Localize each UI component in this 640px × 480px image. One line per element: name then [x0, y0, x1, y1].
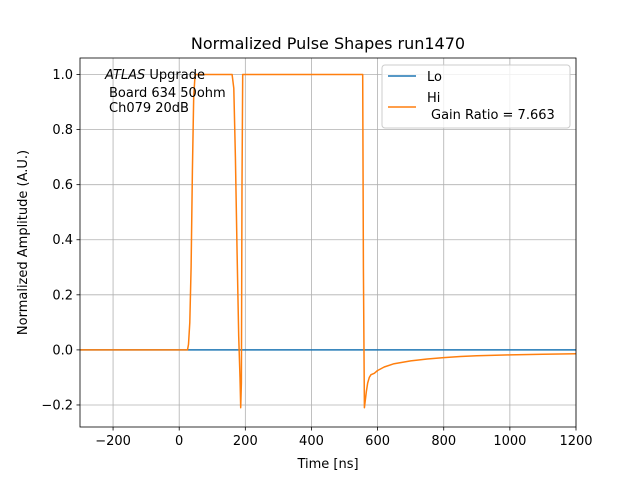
- chart-title: Normalized Pulse Shapes run1470: [191, 34, 465, 53]
- x-tick-label: 200: [233, 434, 258, 449]
- legend-label-lo: Lo: [427, 70, 442, 85]
- atlas-annotation: ATLAS Upgrade Board 634 50ohm Ch079 20dB: [104, 68, 226, 116]
- y-tick-label: 1.0: [52, 68, 73, 83]
- y-tick-label: 0.6: [52, 178, 73, 193]
- y-axis-title: Normalized Amplitude (A.U.): [16, 150, 31, 335]
- x-tick-label: 1200: [559, 434, 592, 449]
- annotation-atlas: ATLAS: [104, 68, 145, 83]
- legend: Lo Hi Gain Ratio = 7.663: [381, 64, 571, 129]
- x-tick-label: 1000: [493, 434, 526, 449]
- x-tick-label: 600: [365, 434, 390, 449]
- y-tick-label: 0.2: [52, 288, 73, 303]
- series-layer: [80, 73, 577, 409]
- x-tick-label: 400: [299, 434, 324, 449]
- annotation-line-3: Ch079 20dB: [109, 101, 189, 116]
- y-tick-label: 0.8: [52, 123, 73, 138]
- legend-box: [381, 64, 571, 129]
- y-tick-label: 0.4: [52, 233, 73, 248]
- x-tick-label: 800: [431, 434, 456, 449]
- y-tick-label: −0.2: [41, 398, 73, 413]
- x-axis-title: Time [ns]: [296, 457, 358, 472]
- legend-label-gain-ratio: Gain Ratio = 7.663: [431, 108, 555, 123]
- plot-frame: [79, 57, 577, 428]
- x-tick-label: −200: [95, 434, 131, 449]
- axis-ticks: −200 0 200 400 600 800 1000 1200 −0.2 0.0 0.2 0.4 0.…: [41, 68, 592, 449]
- annotation-upgrade: Upgrade: [145, 68, 205, 83]
- annotation-line-1: ATLAS Upgrade: [104, 68, 205, 83]
- x-tick-label: 0: [175, 434, 183, 449]
- legend-label-hi: Hi: [427, 91, 440, 106]
- y-tick-label: 0.0: [52, 343, 73, 358]
- annotation-line-2: Board 634 50ohm: [109, 86, 226, 101]
- series-line-hi: [80, 73, 577, 409]
